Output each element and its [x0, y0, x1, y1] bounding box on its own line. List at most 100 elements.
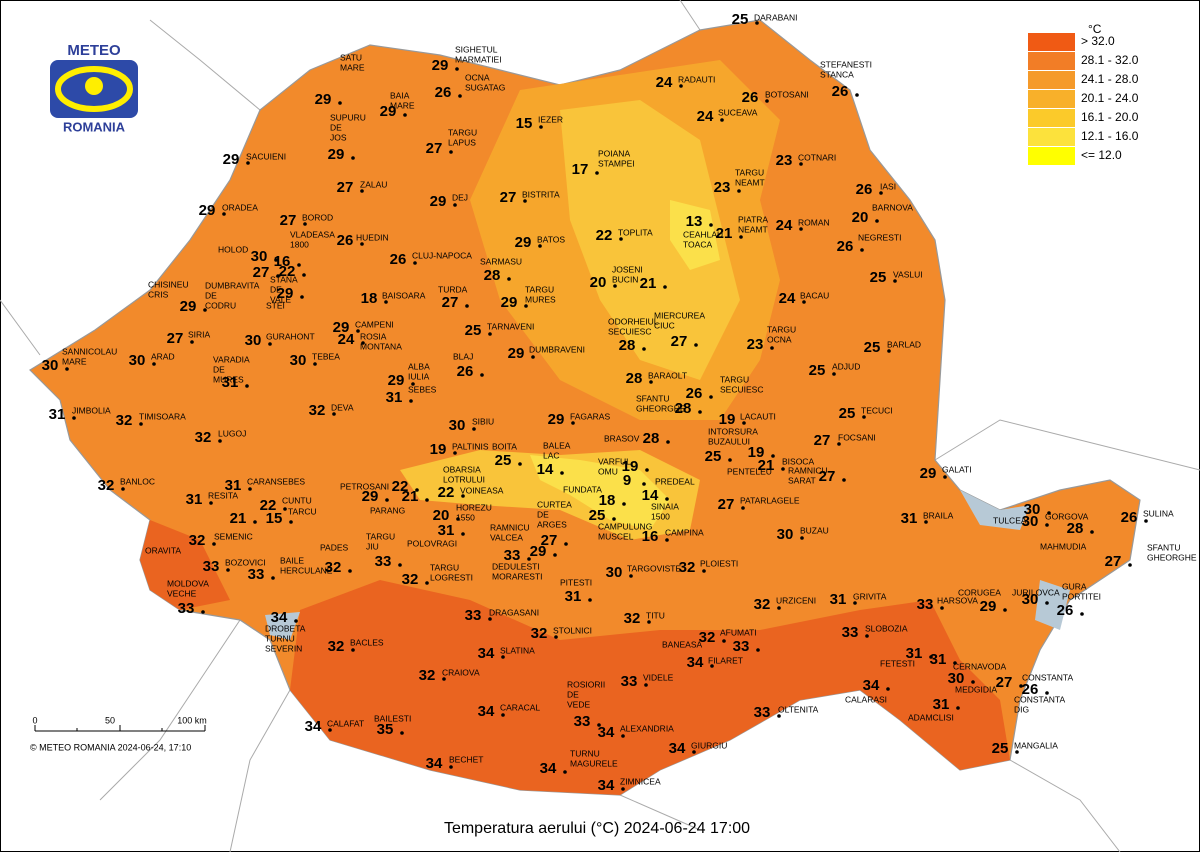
station-name: BARAOLT	[648, 370, 687, 380]
station-name: VARFUL	[598, 456, 631, 466]
station-name: OCNA	[767, 334, 792, 344]
station-value: 14	[537, 461, 554, 478]
station-dot	[613, 284, 617, 288]
station-value: 32	[699, 629, 716, 646]
station-name: TARGU	[720, 374, 749, 384]
station-dot	[709, 223, 713, 227]
station-name: MIERCUREA	[654, 310, 705, 320]
station-value: 19	[622, 458, 639, 475]
station-value: 26	[742, 89, 759, 106]
station-dot	[629, 574, 633, 578]
station-dot	[799, 227, 803, 231]
station-value: 32	[531, 625, 548, 642]
station-value: 30	[129, 352, 146, 369]
station-value: 30	[449, 417, 466, 434]
station-name: SACUIENI	[246, 151, 286, 161]
station-name: TECUCI	[861, 405, 893, 415]
station-name: CRIS	[148, 289, 169, 299]
station-name: SFANTU	[1147, 542, 1181, 552]
station-name: BAILESTI	[374, 713, 411, 723]
station-name: RESITA	[208, 490, 238, 500]
station-name: ARGES	[537, 519, 567, 529]
station-dot	[647, 620, 651, 624]
station-name: TIMISOARA	[139, 411, 186, 421]
station-name: VECHE	[167, 588, 197, 598]
legend-label: 12.1 - 16.0	[1081, 129, 1139, 143]
station-value: 17	[572, 161, 589, 178]
station-name: PREDEAL	[655, 476, 695, 486]
station-name: LOGRESTI	[430, 572, 473, 582]
station-name: HUEDIN	[356, 232, 389, 242]
station-name: ADJUD	[832, 361, 860, 371]
station-dot	[770, 346, 774, 350]
station-dot	[720, 118, 724, 122]
hot-zone	[290, 580, 1010, 795]
station-name: DE	[567, 689, 579, 699]
station-dot	[860, 248, 864, 252]
station-dot	[855, 93, 859, 97]
station-value: 26	[1121, 509, 1138, 526]
station-value: 30	[290, 352, 307, 369]
logo-sun	[85, 77, 103, 95]
station-name: URZICENI	[776, 595, 816, 605]
station-dot	[455, 67, 459, 71]
station-dot	[929, 655, 933, 659]
station-dot	[741, 506, 745, 510]
station-name: BATOS	[537, 234, 565, 244]
station-value: 27	[814, 432, 831, 449]
station-value: 34	[540, 760, 557, 777]
legend-label: > 32.0	[1081, 34, 1115, 48]
station-dot	[488, 617, 492, 621]
station-dot	[865, 634, 869, 638]
station-name: SINAIA	[651, 501, 679, 511]
station-name: VOINEASA	[460, 485, 504, 495]
station-name: ROMAN	[798, 217, 830, 227]
station-value: 29	[508, 345, 525, 362]
station-dot	[875, 219, 879, 223]
station-dot	[276, 274, 280, 278]
station-dot	[971, 680, 975, 684]
station-dot	[518, 462, 522, 466]
station-name: TARNAVENI	[487, 321, 534, 331]
station-value: 27	[167, 330, 184, 347]
station-dot	[842, 478, 846, 482]
station-value: 21	[716, 225, 733, 242]
station-value: 31	[438, 522, 455, 539]
station-value: 27	[337, 179, 354, 196]
station-name: SECUIESC	[608, 326, 651, 336]
station-dot	[663, 285, 667, 289]
station-name: 1800	[290, 239, 309, 249]
station-name: BARNOVA	[872, 202, 913, 212]
station-value: 13	[686, 213, 703, 230]
station-dot	[411, 382, 415, 386]
station-value: 21	[640, 275, 657, 292]
station-name: CRAIOVA	[442, 667, 480, 677]
station-name: BUCIN	[612, 274, 638, 284]
station-name: ALEXANDRIA	[620, 723, 674, 733]
station-name: AFUMATI	[720, 627, 757, 637]
station-name: TARGU	[767, 324, 796, 334]
station-value: 34	[478, 703, 495, 720]
station-name: GHEORGHE	[1147, 552, 1197, 562]
station-value: 35	[377, 721, 394, 738]
legend-label: 16.1 - 20.0	[1081, 110, 1139, 124]
station-dot	[887, 349, 891, 353]
station-value: 29	[548, 411, 565, 428]
station-dot	[403, 113, 407, 117]
station-value: 29	[515, 234, 532, 251]
station-name: CUNTU	[282, 495, 312, 505]
station-name: HOLOD	[218, 244, 248, 254]
station-dot	[612, 517, 616, 521]
station-value: 26	[390, 251, 407, 268]
station-dot	[268, 342, 272, 346]
station-dot	[385, 498, 389, 502]
station-name: CERNAVODA	[953, 661, 1007, 671]
station-value: 34	[863, 677, 880, 694]
station-value: 19	[748, 444, 765, 461]
station-value: 32	[309, 402, 326, 419]
station-dot	[665, 497, 669, 501]
legend-swatch	[1028, 33, 1075, 51]
station-value: 33	[504, 547, 521, 564]
station-name: DEJ	[452, 192, 468, 202]
